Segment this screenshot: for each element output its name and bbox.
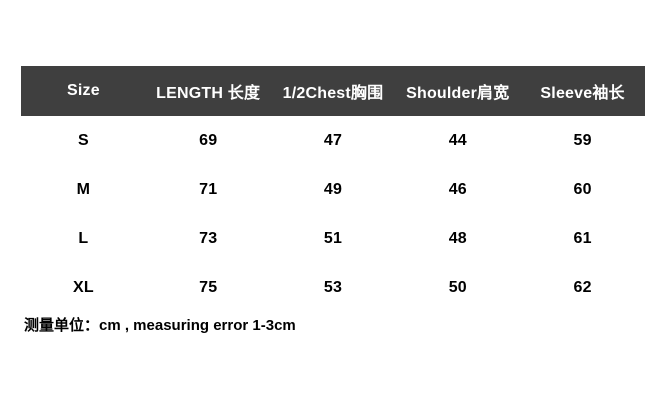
table-row-s: S 69 47 44 59 bbox=[21, 116, 645, 165]
cell-chest: 49 bbox=[323, 180, 343, 198]
cell-length: 75 bbox=[199, 278, 218, 296]
header-cell-shoulder: Shoulder肩宽 bbox=[406, 85, 510, 102]
cell-chest: 51 bbox=[323, 229, 343, 247]
cell-sleeve: 59 bbox=[573, 131, 592, 149]
table-row-xl: XL 75 53 50 62 bbox=[21, 263, 645, 312]
header-cell-sleeve: Sleeve袖长 bbox=[540, 85, 625, 102]
cell-shoulder: 44 bbox=[448, 131, 467, 149]
cell-size-label: XL bbox=[72, 278, 94, 296]
size-chart-table: Size LENGTH 长度 1/2Chest胸围 Shoulder肩宽 Sle… bbox=[21, 66, 645, 312]
cell-chest: 47 bbox=[323, 131, 343, 149]
cell-shoulder: 48 bbox=[448, 229, 467, 247]
cell-shoulder: 50 bbox=[448, 278, 467, 296]
cell-shoulder: 46 bbox=[448, 180, 467, 198]
cell-sleeve: 62 bbox=[573, 278, 592, 296]
cell-length: 71 bbox=[199, 180, 218, 198]
measurement-unit-note: 测量单位：cm , measuring error 1-3cm bbox=[24, 317, 296, 334]
header-cell-size: Size bbox=[66, 82, 100, 99]
cell-length: 69 bbox=[199, 131, 218, 149]
cell-length: 73 bbox=[199, 229, 218, 247]
cell-sleeve: 60 bbox=[573, 180, 592, 198]
table-row-l: L 73 51 48 61 bbox=[21, 214, 645, 263]
cell-size-label: L bbox=[78, 229, 89, 247]
cell-size-label: S bbox=[77, 131, 89, 149]
table-row-m: M 71 49 46 60 bbox=[21, 165, 645, 214]
cell-chest: 53 bbox=[323, 278, 343, 296]
cell-sleeve: 61 bbox=[573, 229, 592, 247]
header-cell-length: LENGTH 长度 bbox=[156, 85, 261, 102]
cell-size-label: M bbox=[76, 180, 91, 198]
table-header-row: Size LENGTH 长度 1/2Chest胸围 Shoulder肩宽 Sle… bbox=[21, 66, 645, 116]
header-cell-chest: 1/2Chest胸围 bbox=[282, 85, 384, 102]
